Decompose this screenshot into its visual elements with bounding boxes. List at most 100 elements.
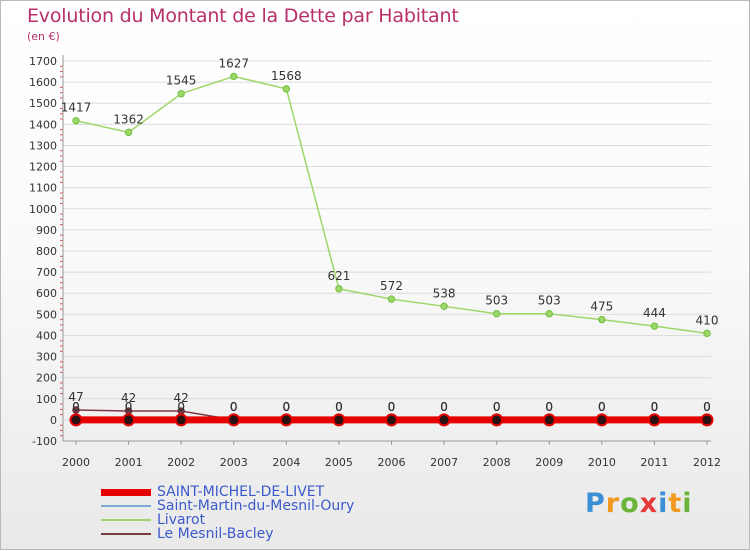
data-point: [72, 406, 80, 414]
logo-letter: P: [585, 488, 606, 519]
y-tick-label: 700: [36, 266, 57, 279]
y-tick-label: 1100: [29, 182, 57, 195]
data-point: [335, 285, 343, 293]
data-label: 0: [388, 400, 396, 414]
data-label: 0: [335, 400, 343, 414]
legend-item: Saint-Martin-du-Mesnil-Oury: [101, 499, 354, 513]
data-label: 538: [433, 286, 456, 300]
data-label: 0: [703, 400, 711, 414]
y-tick-label: 1200: [29, 161, 57, 174]
data-label: 0: [545, 400, 553, 414]
y-tick-label: 1000: [29, 203, 57, 216]
data-label: 503: [538, 294, 561, 308]
logo-letter: i: [658, 488, 669, 519]
data-label: 0: [703, 400, 711, 414]
legend-swatch: [101, 488, 151, 496]
data-label: 0: [598, 400, 606, 414]
data-point: [385, 413, 398, 427]
data-label: 0: [440, 400, 448, 414]
data-label: 0: [335, 400, 343, 414]
series-line: [75, 75, 708, 335]
legend-swatch: [101, 505, 151, 507]
data-point: [282, 85, 291, 93]
data-point: [703, 329, 711, 338]
y-tick-label: 1300: [29, 139, 57, 152]
data-point: [440, 302, 448, 311]
data-labels: 1417 1362 1545 1627 1568 621 572 538 503 503 475 44…: [61, 56, 719, 413]
data-label: 1545: [166, 74, 197, 88]
data-point: [332, 413, 346, 427]
data-point: [230, 72, 238, 81]
legend-label: Le Mesnil-Bacley: [157, 526, 274, 542]
y-tick-label: 1400: [29, 118, 57, 131]
data-label: 0: [388, 400, 396, 414]
data-point: [279, 413, 293, 427]
data-point: [437, 413, 451, 427]
data-label: 0: [651, 400, 659, 414]
data-label: 42: [174, 391, 189, 405]
data-label: 572: [380, 279, 403, 293]
logo-letter: r: [605, 488, 621, 519]
x-tick-label: 2004: [272, 456, 300, 469]
data-label: 0: [545, 400, 553, 414]
logo-letter: x: [639, 488, 659, 519]
legend-label: Saint-Martin-du-Mesnil-Oury: [157, 498, 355, 514]
legend-swatch: [101, 533, 151, 535]
data-label: 0: [493, 400, 501, 414]
data-point: [177, 90, 185, 98]
legend-item: Livarot: [101, 513, 354, 527]
data-label: 0: [125, 400, 133, 414]
legend-item: SAINT-MICHEL-DE-LIVET: [101, 485, 354, 499]
data-point: [647, 413, 661, 427]
data-label: 444: [643, 306, 666, 320]
data-point: [545, 310, 553, 318]
unit-label: (en €): [27, 30, 60, 43]
data-label: 0: [703, 400, 711, 414]
data-label: 0: [440, 400, 448, 414]
data-label: 503: [485, 294, 508, 308]
y-tick-label: 600: [36, 287, 57, 300]
data-point: [174, 413, 188, 427]
data-label: 0: [177, 400, 185, 414]
logo-letter: t: [668, 488, 683, 519]
data-label: 1568: [271, 69, 302, 83]
x-tick-label: 2000: [62, 456, 90, 469]
x-tick-label: 2007: [430, 456, 458, 469]
y-tick-label: 400: [36, 329, 57, 342]
data-label: 0: [230, 400, 238, 414]
y-tick-label: 500: [36, 308, 57, 321]
data-point: [542, 413, 556, 427]
legend-label: SAINT-MICHEL-DE-LIVET: [157, 484, 325, 500]
logo-letter: i: [682, 488, 693, 519]
data-point: [122, 413, 136, 427]
legend-item: Le Mesnil-Bacley: [101, 527, 354, 541]
x-tick-label: 2008: [483, 456, 511, 469]
data-point: [124, 128, 133, 137]
data-label: 0: [335, 400, 343, 414]
chart-title: Evolution du Montant de la Dette par Hab…: [27, 5, 459, 27]
data-point: [700, 413, 714, 427]
x-tick-label: 2006: [378, 456, 406, 469]
gridlines: [60, 60, 711, 442]
y-tick-label: 300: [36, 351, 57, 364]
data-label: 0: [72, 400, 80, 414]
data-label: 0: [598, 400, 606, 414]
y-tick-label: 1600: [29, 76, 57, 89]
data-label: 0: [230, 400, 238, 414]
x-tick-label: 2005: [325, 456, 353, 469]
data-label: 0: [651, 400, 659, 414]
logo-letter: o: [620, 488, 640, 519]
data-label: 0: [598, 400, 606, 414]
y-tick-label: 800: [36, 245, 57, 258]
data-point: [72, 117, 80, 125]
y-tick-label: 0: [50, 414, 57, 427]
data-label: 0: [230, 400, 238, 414]
x-tick-label: 2010: [588, 456, 616, 469]
x-tick-label: 2001: [115, 456, 143, 469]
x-tick-label: 2011: [640, 456, 668, 469]
data-label: 1417: [61, 101, 92, 115]
data-label: 0: [545, 400, 553, 414]
data-label: 475: [590, 300, 613, 314]
